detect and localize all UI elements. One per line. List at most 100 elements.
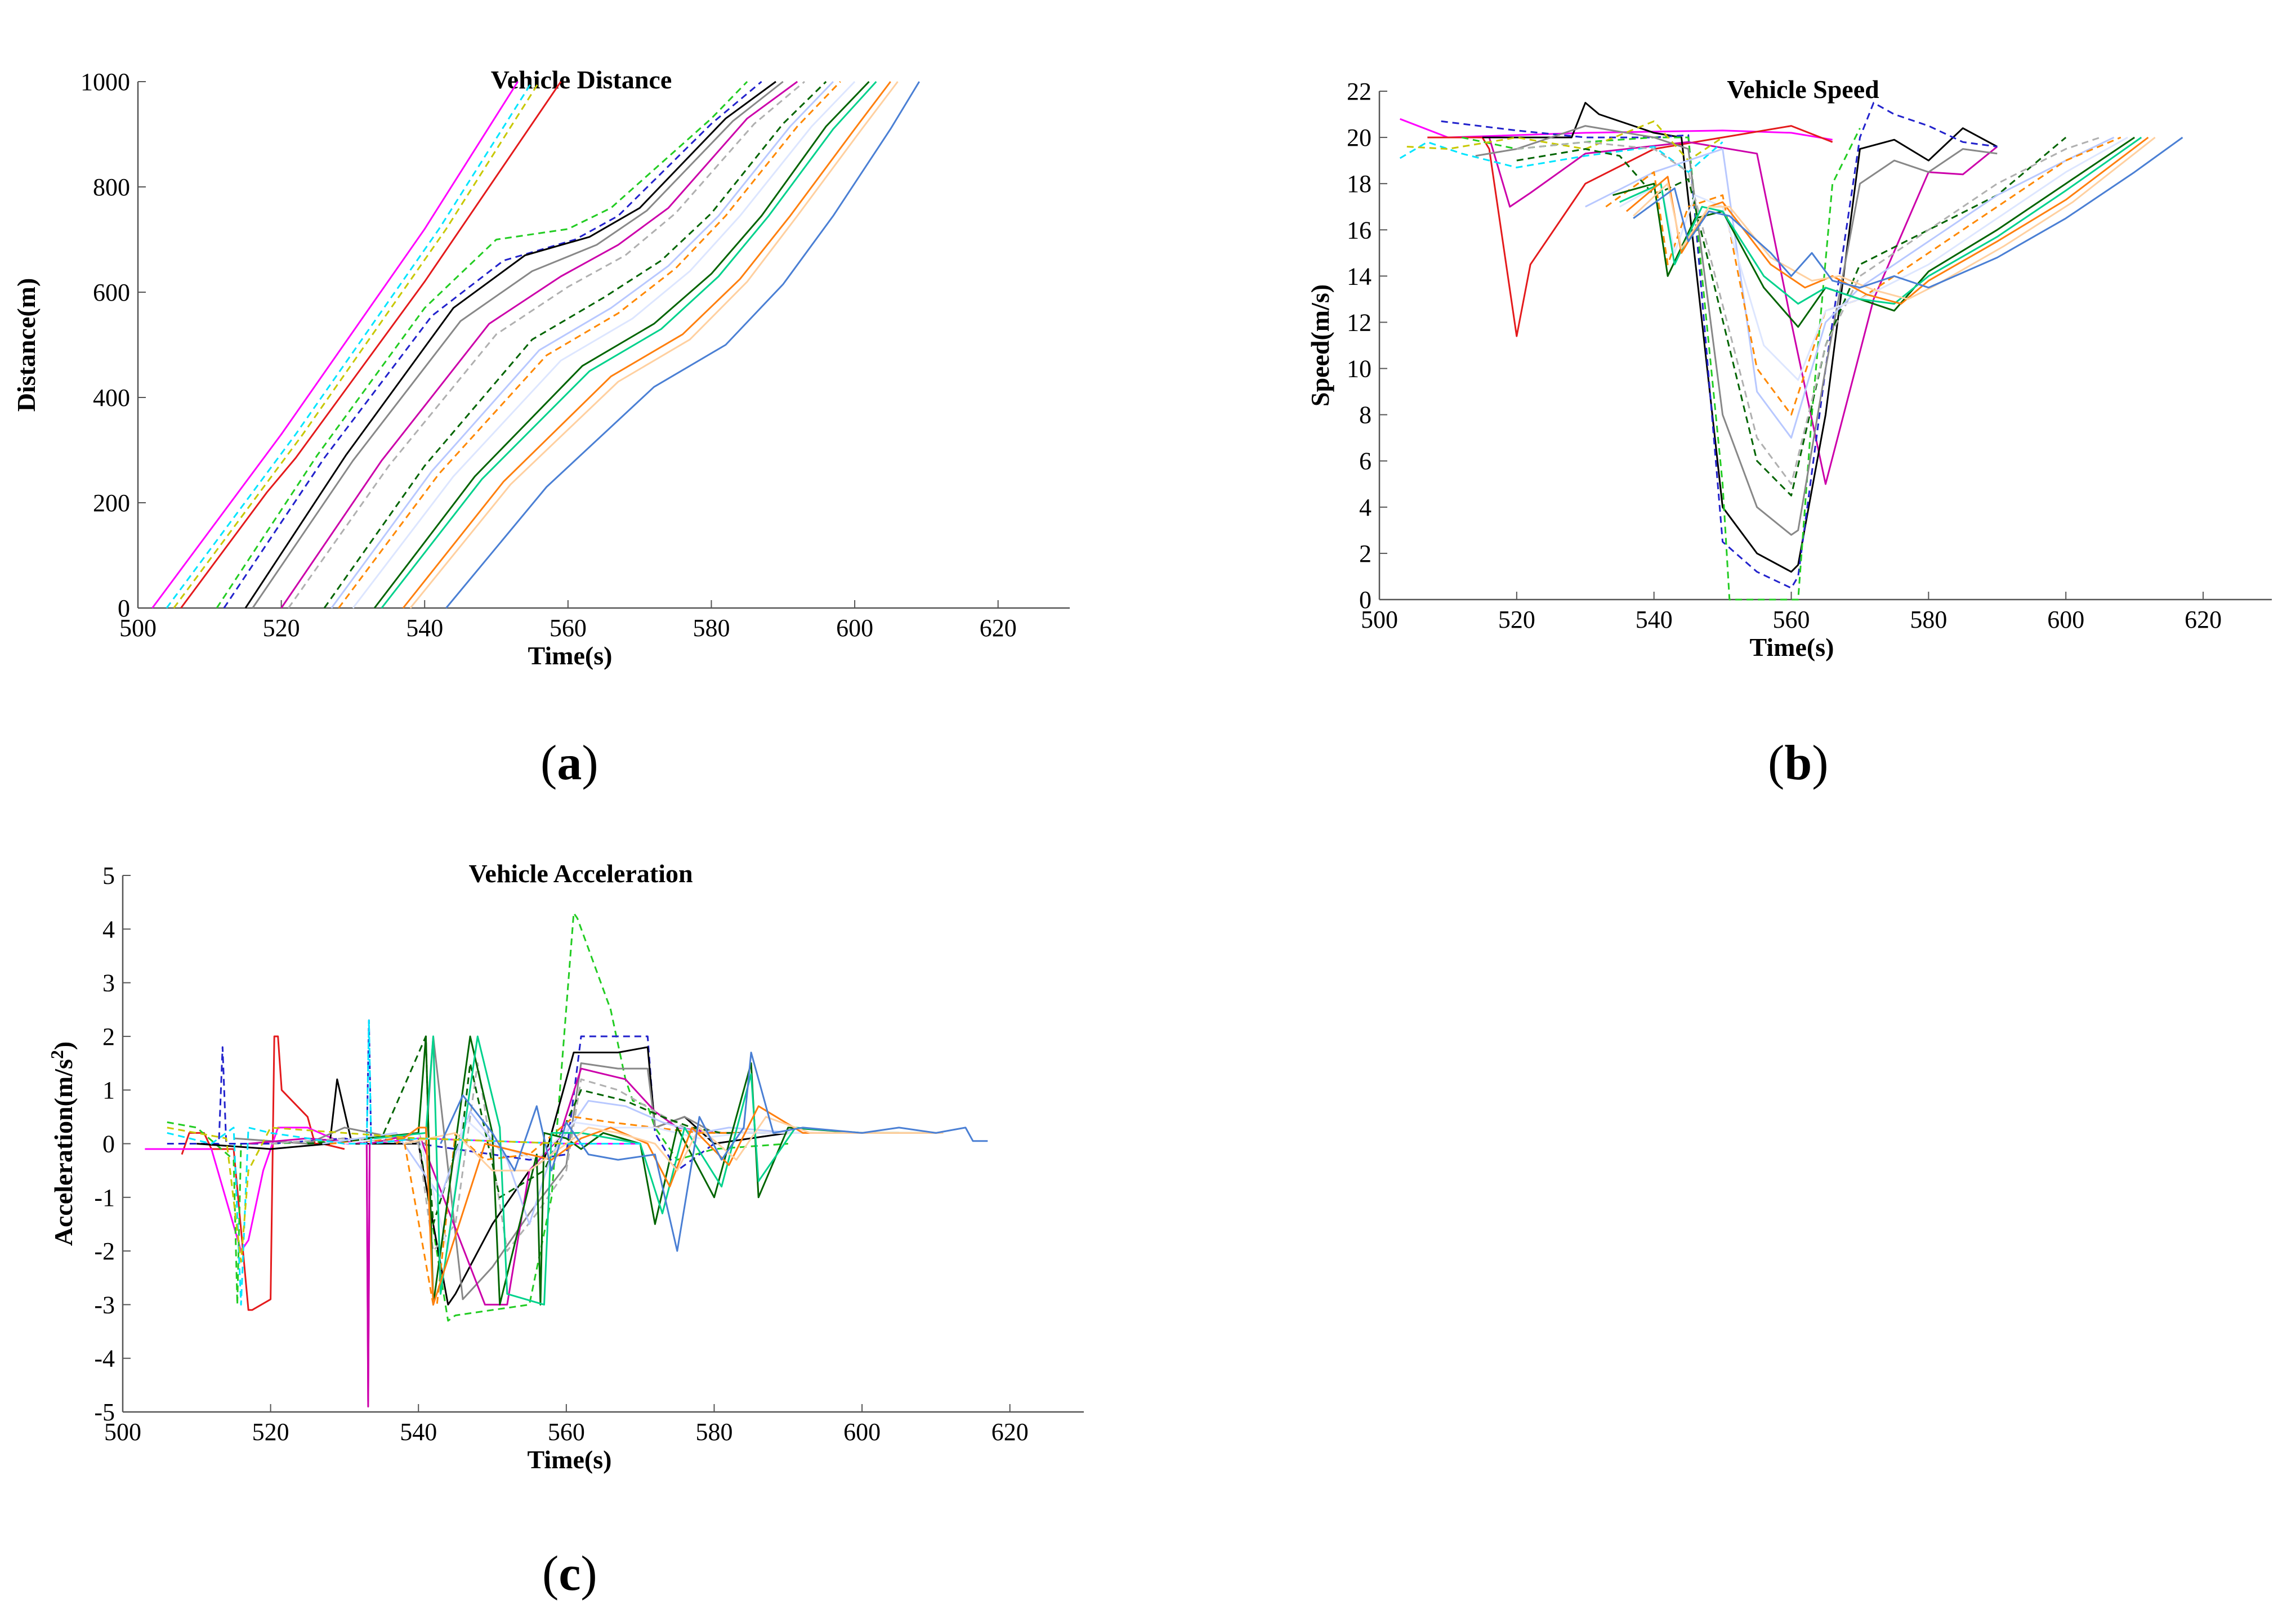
y-tick-label: 2 (102, 1023, 115, 1051)
x-tick-label: 520 (1498, 606, 1535, 633)
series-line-v4 (1427, 125, 1833, 337)
series-line-v12 (1585, 136, 2115, 439)
x-tick-label: 540 (1636, 606, 1673, 633)
x-tick-label: 500 (1361, 606, 1398, 633)
series-line-v6 (223, 81, 762, 609)
x-tick-label: 600 (2047, 606, 2084, 633)
series-line-v17 (395, 1105, 936, 1306)
y-tick-label: -1 (94, 1184, 115, 1212)
y-tick-label: 5 (102, 862, 115, 890)
x-tick-label: 560 (1773, 606, 1810, 633)
series-line-v16 (374, 1035, 936, 1306)
series-group (151, 81, 920, 609)
y-tick-label: 4 (1359, 494, 1372, 521)
series-group (145, 912, 988, 1407)
y-tick-label: 1 (102, 1076, 115, 1104)
x-tick-label: 520 (252, 1418, 289, 1446)
x-tick-label: 500 (104, 1418, 141, 1446)
series-line-v15 (373, 81, 870, 609)
y-tick-label: -3 (94, 1291, 115, 1318)
series-line-v1 (1400, 118, 1833, 141)
series-line-v11 (323, 81, 827, 609)
chart-3: 500 520 540 560 580 600 620 -5 -4 -3 -2 -1 0 1 2 3 4 5 Veh… (47, 859, 1084, 1474)
y-tick-label: 2 (1359, 540, 1372, 567)
series-line-v14 (352, 81, 856, 609)
y-tick-label: 600 (93, 279, 130, 306)
series-line-v4 (180, 81, 562, 609)
series-line-v14 (344, 1116, 877, 1252)
y-tick-label: 22 (1347, 78, 1372, 105)
x-tick-label: 500 (119, 614, 157, 642)
chart-2: 500 520 540 560 580 600 620 0 2 4 6 8 10 12 14 16 18 20 22… (1306, 75, 2272, 661)
series-line-v18 (1633, 136, 2156, 300)
x-tick-label: 620 (980, 614, 1017, 642)
y-tick-label: 12 (1347, 309, 1372, 336)
x-tick-label: 560 (548, 1418, 585, 1446)
x-tick-label: 600 (836, 614, 873, 642)
y-tick-label: 14 (1347, 262, 1372, 290)
series-line-v2 (167, 1019, 641, 1306)
panel-label-c: (c) (542, 1547, 597, 1601)
chart-1: 500 520 540 560 580 600 620 0 200 400 600 800 1000 Ve… (12, 65, 1070, 670)
series-line-v18 (409, 81, 899, 609)
x-tick-label: 580 (693, 614, 730, 642)
y-tick-label: 200 (93, 489, 130, 517)
y-axis-label: Distance(m) (12, 278, 41, 412)
series-line-v17 (1625, 136, 2149, 305)
series-line-v13 (1605, 136, 2121, 416)
y-tick-label: 400 (93, 384, 130, 412)
series-line-v16 (381, 81, 877, 609)
y-tick-label: 10 (1347, 355, 1372, 383)
y-tick-label: 16 (1347, 216, 1372, 244)
chart-title: Vehicle Speed (1727, 75, 1879, 104)
y-tick-label: 0 (118, 595, 130, 622)
series-line-v8 (1475, 125, 1998, 536)
panel-label-b: (b) (1768, 736, 1829, 790)
x-axis-label: Time(s) (1750, 633, 1834, 661)
x-tick-label: 580 (695, 1418, 732, 1446)
y-tick-label: 20 (1347, 124, 1372, 151)
y-tick-label: 800 (93, 173, 130, 201)
series-line-v18 (403, 1116, 944, 1172)
x-axis-label: Time(s) (528, 1445, 612, 1474)
panel-label-a: (a) (541, 736, 598, 790)
chart-title: Vehicle Distance (491, 65, 672, 94)
y-tick-label: 4 (102, 915, 115, 943)
series-line-v7 (1482, 102, 1998, 573)
y-tick-label: 1000 (81, 68, 130, 96)
x-tick-label: 560 (550, 614, 587, 642)
series-line-v19 (440, 1052, 988, 1252)
y-axis-label: Acceleration(m/s2) (47, 1042, 78, 1246)
x-tick-label: 540 (406, 614, 443, 642)
series-line-v13 (329, 1116, 870, 1306)
series-line-v5 (216, 81, 748, 609)
y-tick-label: 0 (1359, 586, 1372, 614)
y-tick-label: 18 (1347, 170, 1372, 198)
chart-title: Vehicle Acceleration (468, 859, 693, 888)
series-line-v10 (1516, 136, 2101, 485)
y-tick-label: 8 (1359, 401, 1372, 429)
series-line-v2 (166, 81, 533, 609)
series-line-v6 (1441, 102, 1998, 589)
series-line-v15 (1612, 136, 2136, 328)
series-line-v19 (1633, 136, 2183, 289)
series-group (1399, 102, 2183, 601)
series-line-v4 (181, 1035, 345, 1311)
x-axis-label: Time(s) (528, 641, 613, 670)
y-tick-label: 3 (102, 969, 115, 997)
series-line-v3 (1406, 120, 1723, 162)
x-tick-label: 580 (1910, 606, 1947, 633)
series-line-v17 (402, 81, 891, 609)
series-line-v9 (248, 1067, 788, 1407)
series-line-v5 (167, 912, 788, 1322)
series-line-v19 (445, 81, 920, 609)
series-line-v7 (244, 81, 776, 609)
x-tick-label: 520 (263, 614, 300, 642)
x-tick-label: 540 (400, 1418, 437, 1446)
series-line-v11 (1516, 136, 2067, 497)
x-tick-label: 620 (991, 1418, 1029, 1446)
x-tick-label: 600 (843, 1418, 881, 1446)
series-line-v3 (173, 81, 541, 609)
series-line-v2 (1399, 141, 1723, 173)
